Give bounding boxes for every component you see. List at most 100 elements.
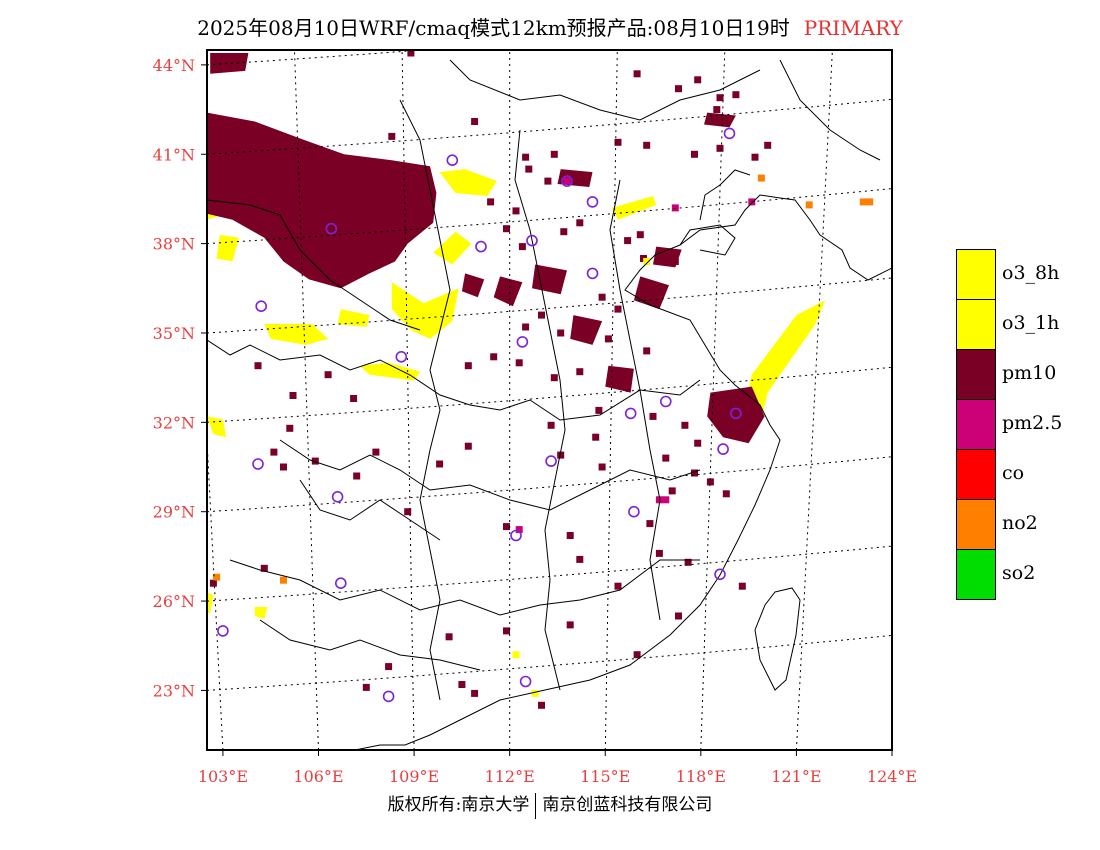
pm10-cell	[458, 681, 466, 688]
pm10-cell	[362, 683, 370, 691]
pm10-cell	[738, 582, 746, 590]
pm10-cell	[614, 305, 622, 313]
meridian-line	[294, 50, 319, 750]
pm10-cell	[566, 621, 574, 629]
latitude-tick-labels: 44°N 41°N 38°N 35°N 32°N 29°N 26°N 23°N	[153, 56, 207, 700]
pm10-cell	[353, 472, 361, 480]
station-marker	[586, 196, 599, 208]
pm10-area	[461, 273, 485, 298]
pm10-cell	[681, 421, 689, 429]
pm10-cell	[289, 392, 297, 399]
o3-area	[207, 592, 214, 613]
pm10-cell	[560, 228, 568, 236]
pm10-cell	[675, 612, 682, 620]
station-marker	[730, 407, 742, 420]
pm2-5-cell	[515, 526, 523, 534]
longitude-tick-labels: 103°E 106°E 109°E 112°E 115°E 118°E 121°E 124°E	[198, 750, 917, 786]
pm10-cell	[691, 150, 698, 158]
pm10-cell	[525, 165, 533, 173]
station-marker	[586, 267, 599, 280]
o3-cell	[643, 258, 651, 265]
no2-cell	[757, 174, 765, 182]
pm10-cell	[557, 451, 565, 459]
pm10-cell	[614, 138, 622, 146]
pm10-cell	[694, 76, 702, 84]
station-marker	[395, 350, 408, 363]
province-line-6	[609, 179, 661, 621]
province-line-3	[229, 559, 700, 616]
pm10-area	[633, 276, 669, 310]
pm10-cell	[684, 558, 692, 566]
chart-title: 2025年08月10日WRF/cmaq模式12km预报产品:08月10日19时 P…	[0, 12, 1100, 41]
pm10-cell	[595, 406, 603, 414]
pm10-cell	[722, 490, 730, 498]
province-line-4	[399, 99, 451, 701]
lat-label: 44°N	[153, 56, 195, 75]
legend-swatch	[956, 499, 996, 550]
station-marker	[561, 175, 573, 187]
province-line-10	[449, 59, 761, 121]
pm10-cell	[388, 132, 396, 140]
o3-area	[611, 196, 657, 220]
pm10-cell	[598, 293, 606, 301]
pm10-area	[570, 315, 603, 345]
province-line-1	[207, 339, 701, 421]
pm10-cell	[633, 651, 641, 659]
lat-label: 41°N	[153, 145, 195, 164]
o3-area	[337, 309, 370, 327]
pm10-cell	[566, 532, 574, 539]
pm10-area	[210, 53, 249, 74]
pm10-cell	[260, 564, 268, 572]
pm10-cell	[503, 627, 510, 635]
o3-area	[433, 231, 472, 265]
pm10-cell	[503, 523, 510, 531]
pm10-cell	[646, 520, 654, 528]
pm10-cell	[544, 177, 552, 185]
pm10-cell	[270, 448, 278, 456]
legend-swatch	[956, 249, 996, 300]
o3-area	[439, 169, 497, 196]
lat-label: 35°N	[153, 324, 195, 343]
pm10-area	[207, 112, 437, 289]
pm10-cell	[372, 448, 380, 456]
pm10-cell	[515, 359, 523, 367]
lon-label: 115°E	[580, 767, 630, 786]
pm10-area	[493, 276, 523, 307]
pm10-cell	[592, 433, 600, 441]
pm10-cell	[407, 50, 415, 57]
station-marker	[717, 443, 729, 455]
legend-label: co	[1002, 462, 1025, 484]
pm10-cell	[503, 225, 510, 233]
station-marker	[628, 505, 640, 518]
pm10-cell	[550, 374, 558, 382]
o3-area	[359, 362, 421, 381]
province-line-11	[779, 59, 881, 161]
province-line-5	[514, 129, 566, 691]
lon-label: 103°E	[198, 767, 248, 786]
legend-label: so2	[1002, 562, 1036, 584]
parallel-line	[207, 98, 892, 155]
pm10-cell	[311, 457, 319, 465]
lon-label: 112°E	[485, 767, 535, 786]
no2-cell	[866, 198, 874, 206]
o3-area	[216, 234, 239, 262]
pm10-cell	[385, 663, 393, 671]
legend-swatch	[956, 299, 996, 350]
title-primary-tag: PRIMARY	[803, 16, 903, 40]
copyright-footer: 版权所有:南京大学 南京创蓝科技有限公司	[0, 790, 1100, 819]
pm10-cell	[576, 219, 584, 227]
station-marker	[519, 675, 532, 688]
o3-concentration-layer	[207, 169, 826, 619]
meridian-line	[891, 742, 892, 750]
no2-cell	[213, 573, 221, 581]
legend-label: no2	[1002, 512, 1038, 534]
pm10-cell	[324, 371, 332, 379]
o3-area	[742, 300, 826, 420]
legend-swatch	[956, 399, 996, 450]
o3-cell	[531, 689, 539, 697]
station-marker	[475, 240, 487, 253]
pm10-area	[707, 386, 765, 444]
pm10-cell	[649, 412, 657, 420]
pm10-cell	[538, 701, 545, 709]
